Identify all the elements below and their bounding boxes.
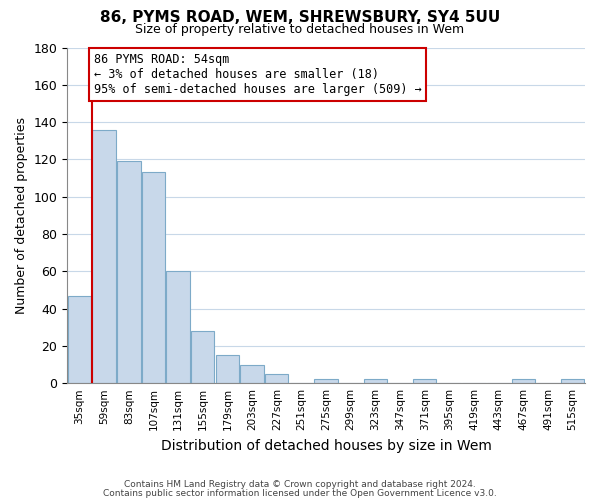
- Bar: [512, 380, 535, 383]
- Text: Contains HM Land Registry data © Crown copyright and database right 2024.: Contains HM Land Registry data © Crown c…: [124, 480, 476, 489]
- Bar: [68, 296, 91, 383]
- Text: Size of property relative to detached houses in Wem: Size of property relative to detached ho…: [136, 22, 464, 36]
- Bar: [216, 355, 239, 383]
- Text: Contains public sector information licensed under the Open Government Licence v3: Contains public sector information licen…: [103, 488, 497, 498]
- Y-axis label: Number of detached properties: Number of detached properties: [15, 117, 28, 314]
- Bar: [364, 380, 387, 383]
- Bar: [314, 380, 338, 383]
- Bar: [241, 364, 264, 383]
- Bar: [265, 374, 289, 383]
- Text: 86, PYMS ROAD, WEM, SHREWSBURY, SY4 5UU: 86, PYMS ROAD, WEM, SHREWSBURY, SY4 5UU: [100, 10, 500, 25]
- Text: 86 PYMS ROAD: 54sqm
← 3% of detached houses are smaller (18)
95% of semi-detache: 86 PYMS ROAD: 54sqm ← 3% of detached hou…: [94, 53, 422, 96]
- Bar: [413, 380, 436, 383]
- Bar: [117, 162, 140, 383]
- Bar: [166, 272, 190, 383]
- Bar: [142, 172, 165, 383]
- Bar: [191, 331, 214, 383]
- Bar: [92, 130, 116, 383]
- Bar: [561, 380, 584, 383]
- X-axis label: Distribution of detached houses by size in Wem: Distribution of detached houses by size …: [161, 438, 491, 452]
